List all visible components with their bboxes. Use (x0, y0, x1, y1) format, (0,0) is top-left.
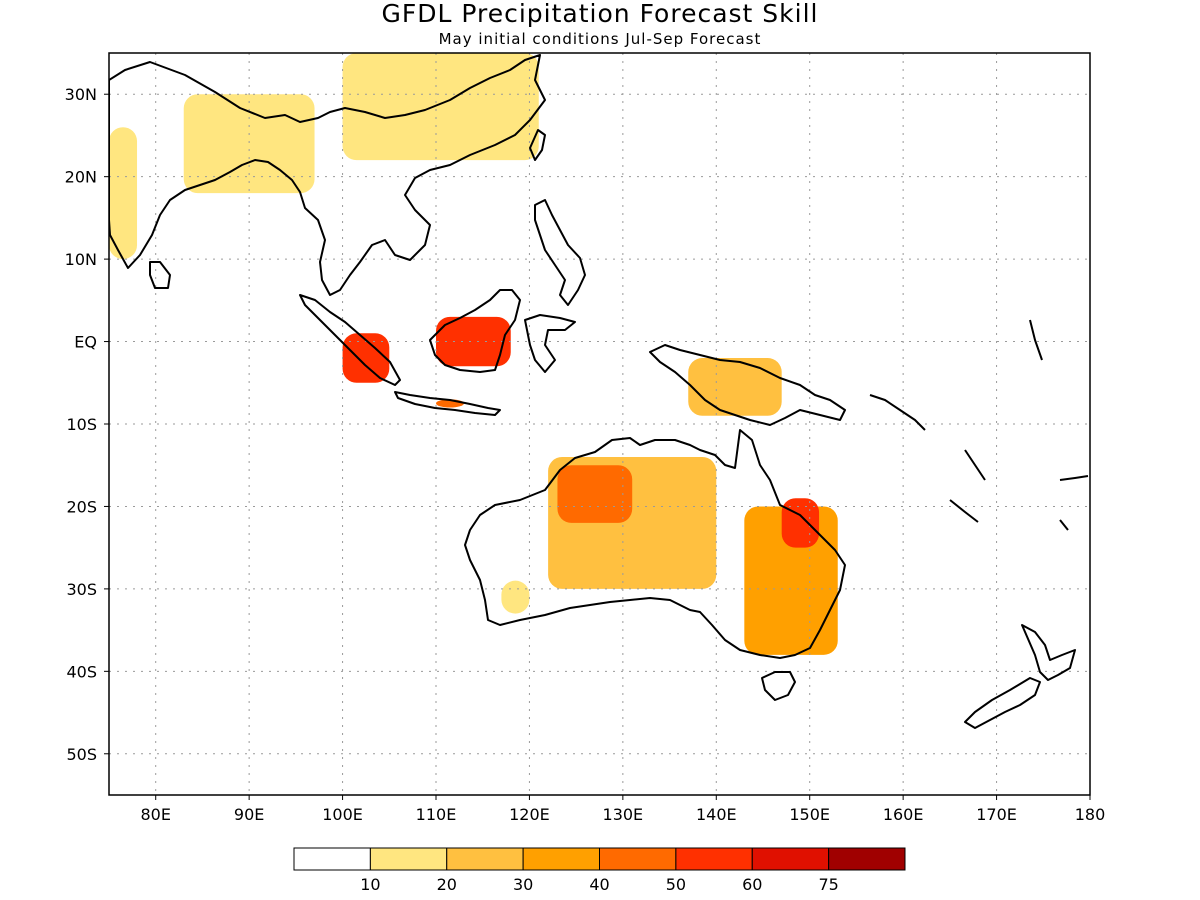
coast-australia (464, 429, 846, 659)
y-axis-ticks: 30N 20N 10N EQ 10S 20S 30S 40S 50S (65, 85, 109, 764)
colorbar-swatch (675, 847, 753, 871)
colorbar-swatch (369, 847, 448, 871)
skill-region-queensland-coast (781, 498, 820, 548)
colorbar-swatch (446, 847, 524, 871)
map-title: GFDL Precipitation Forecast Skill (381, 0, 818, 28)
skill-shading-layer (109, 53, 838, 655)
skill-region-kimberley-top-end (557, 465, 633, 523)
coast-borneo (429, 289, 521, 373)
y-tick-label: EQ (74, 333, 97, 352)
skill-region-borneo (436, 316, 511, 367)
colorbar-label: 30 (513, 875, 533, 894)
x-tick-label: 80E (140, 805, 170, 824)
coast-asia-mainland (109, 54, 546, 296)
coast-new-guinea (649, 344, 846, 426)
colorbar-label: 40 (589, 875, 609, 894)
x-tick-label: 110E (416, 805, 457, 824)
y-tick-label: 10N (65, 250, 97, 269)
colorbar-label: 50 (666, 875, 686, 894)
colorbar-swatch (599, 847, 677, 871)
x-tick-label: 150E (789, 805, 830, 824)
y-tick-label: 30N (65, 85, 97, 104)
y-tick-label: 20S (66, 497, 97, 516)
x-tick-label: 180 (1075, 805, 1106, 824)
x-tick-label: 100E (322, 805, 363, 824)
colorbar-swatch (828, 847, 906, 871)
colorbar-label: 10 (360, 875, 380, 894)
coast-sri-lanka (149, 261, 171, 289)
x-tick-label: 90E (234, 805, 264, 824)
y-tick-label: 40S (66, 662, 97, 681)
x-axis-ticks: 80E 90E 100E 110E 120E 130E 140E 150E 160E 170E 18… (140, 795, 1105, 824)
colorbar-swatch (293, 847, 371, 871)
skill-region-new-guinea (688, 358, 782, 416)
skill-region-sumatra (342, 333, 390, 383)
y-tick-label: 50S (66, 745, 97, 764)
colorbar-swatch (522, 847, 600, 871)
coast-java (394, 391, 501, 416)
coastlines (109, 54, 1089, 729)
skill-region-southern-china (342, 53, 539, 161)
skill-region-indochina-bay-of-bengal-rim (183, 94, 315, 194)
x-tick-label: 140E (696, 805, 737, 824)
x-tick-label: 160E (883, 805, 924, 824)
x-tick-label: 120E (509, 805, 550, 824)
coast-new-zealand-north (1021, 624, 1076, 681)
coast-tasmania (761, 671, 796, 701)
colorbar: 10 20 30 40 50 60 75 (293, 847, 906, 894)
colorbar-label: 75 (818, 875, 838, 894)
coast-new-zealand-south (964, 677, 1041, 729)
coast-pacific-islands (869, 319, 1089, 531)
coast-sulawesi (524, 314, 576, 373)
skill-region-western-india (109, 127, 138, 260)
coast-philippines (534, 199, 586, 306)
colorbar-swatch (751, 847, 830, 871)
y-tick-label: 30S (66, 580, 97, 599)
skill-region-southwest-australia (501, 580, 530, 614)
x-tick-label: 130E (603, 805, 644, 824)
coast-sumatra (299, 294, 401, 386)
y-tick-label: 20N (65, 168, 97, 187)
colorbar-label: 20 (437, 875, 457, 894)
graticule (109, 53, 1090, 795)
y-tick-label: 10S (66, 415, 97, 434)
x-tick-label: 170E (976, 805, 1017, 824)
colorbar-label: 60 (742, 875, 762, 894)
map-subtitle: May initial conditions Jul-Sep Forecast (439, 30, 762, 48)
coast-taiwan (529, 129, 546, 161)
